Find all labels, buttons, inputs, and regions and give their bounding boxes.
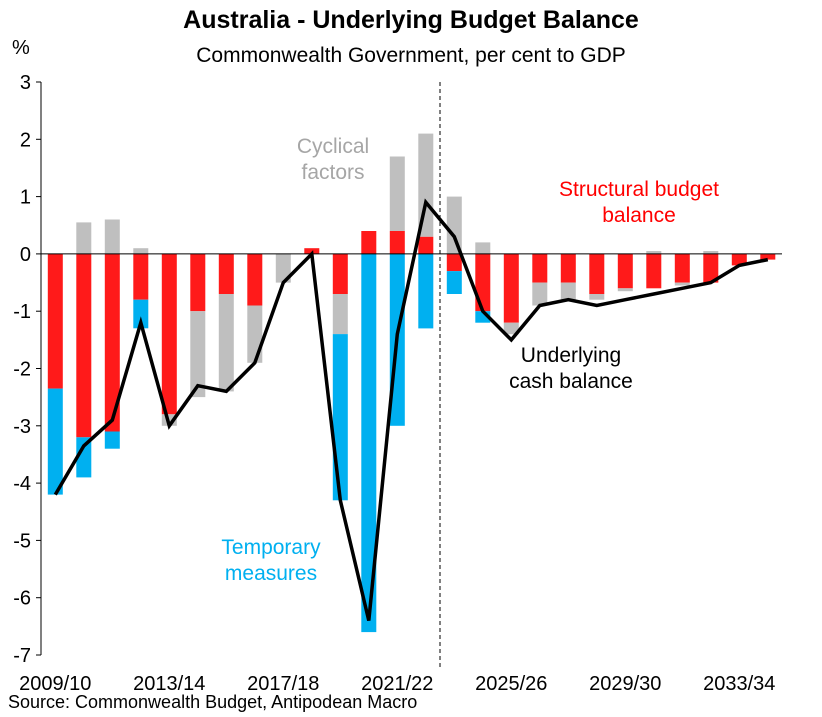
bar-cyclical-factors-18 [560, 282, 576, 300]
chart-subtitle: Commonwealth Government, per cent to GDP [196, 44, 626, 67]
bar-structural-budget-balance-17 [532, 253, 548, 283]
y-tick-label--4: -4 [13, 473, 31, 495]
bar-cyclical-factors-3 [133, 248, 149, 254]
bar-cyclical-factors-13 [418, 133, 434, 237]
bar-structural-budget-balance-20 [617, 253, 633, 289]
bar-cyclical-factors-14 [446, 196, 462, 254]
y-tick-label-2: 2 [20, 129, 31, 151]
annotation-temporary-measures: Temporary measures [221, 536, 321, 585]
x-tick-label-2021-22: 2021/22 [361, 673, 433, 695]
bar-cyclical-factors-12 [389, 156, 405, 231]
bar-structural-budget-balance-1 [76, 253, 92, 438]
source-note: Source: Commonwealth Budget, Antipodean … [8, 692, 418, 712]
axes-layer: 3 2 1 0 -1 -2 -3 -4 -5 -6 -7% 2009/10 2013/14 2017/18… [12, 37, 782, 695]
y-axis-unit-label: % [12, 37, 30, 59]
bar-cyclical-factors-20 [617, 288, 633, 292]
bar-cyclical-factors-15 [475, 242, 491, 254]
bar-structural-budget-balance-7 [247, 253, 263, 306]
bar-temporary-measures-13 [418, 253, 434, 329]
line-layer [53, 198, 769, 622]
y-tick-label--7: -7 [13, 645, 31, 667]
y-tick-label--1: -1 [13, 301, 31, 323]
x-tick-label-2025-26: 2025/26 [475, 673, 547, 695]
bar-structural-budget-balance-0 [47, 253, 63, 389]
annotation-cyclical-factors-line-1: factors [301, 161, 364, 184]
bar-cyclical-factors-21 [646, 251, 662, 254]
annotation-structural-budget-balance-line-1: balance [602, 204, 676, 227]
x-tick-label-2009-10: 2009/10 [19, 673, 91, 695]
annotation-underlying-cash-balance: Underlying cash balance [509, 344, 633, 393]
bar-structural-budget-balance-11 [361, 231, 377, 254]
bar-cyclical-factors-7 [247, 305, 263, 363]
bar-temporary-measures-10 [332, 334, 348, 501]
bar-structural-budget-balance-2 [104, 253, 120, 432]
bar-cyclical-factors-16 [503, 322, 519, 335]
bar-structural-budget-balance-21 [646, 253, 662, 289]
annotation-structural-budget-balance: Structural budget balance [559, 178, 719, 227]
bar-temporary-measures-14 [446, 271, 462, 294]
bar-structural-budget-balance-22 [674, 253, 690, 283]
x-tick-label-2013-14: 2013/14 [133, 673, 205, 695]
annotation-underlying-cash-balance-line-0: Underlying [521, 344, 621, 367]
bar-cyclical-factors-19 [589, 294, 605, 300]
bar-structural-budget-balance-19 [589, 253, 605, 294]
bar-temporary-measures-11 [361, 253, 377, 633]
annotation-temporary-measures-line-1: measures [225, 562, 317, 585]
bar-structural-budget-balance-13 [418, 236, 434, 254]
chart-title: Australia - Underlying Budget Balance [183, 6, 639, 34]
bar-temporary-measures-15 [475, 311, 491, 323]
bar-structural-budget-balance-24 [731, 253, 747, 266]
y-tick-label--6: -6 [13, 588, 31, 610]
bar-cyclical-factors-1 [76, 222, 92, 254]
label-layer: Cyclical factors Structural budget balance U… [221, 135, 719, 585]
bar-structural-budget-balance-6 [218, 253, 234, 294]
annotation-underlying-cash-balance-line-1: cash balance [509, 370, 633, 393]
y-tick-label--2: -2 [13, 359, 31, 381]
bar-structural-budget-balance-3 [133, 253, 149, 300]
bar-structural-budget-balance-12 [389, 231, 405, 254]
bar-cyclical-factors-5 [190, 311, 206, 398]
annotation-cyclical-factors-line-0: Cyclical [297, 135, 369, 158]
bar-cyclical-factors-23 [703, 251, 719, 254]
bar-structural-budget-balance-18 [560, 253, 576, 283]
bar-cyclical-factors-6 [218, 294, 234, 392]
bar-structural-budget-balance-4 [161, 253, 177, 415]
bar-structural-budget-balance-23 [703, 253, 719, 283]
y-tick-label--5: -5 [13, 530, 31, 552]
x-tick-label-2029-30: 2029/30 [589, 673, 661, 695]
bar-structural-budget-balance-5 [190, 253, 206, 312]
bar-structural-budget-balance-16 [503, 253, 519, 323]
x-tick-label-2017-18: 2017/18 [247, 673, 319, 695]
bar-cyclical-factors-17 [532, 282, 548, 306]
y-tick-label-1: 1 [20, 187, 31, 209]
bar-cyclical-factors-22 [674, 282, 690, 286]
annotation-temporary-measures-line-0: Temporary [221, 536, 321, 559]
bar-structural-budget-balance-10 [332, 253, 348, 294]
line-underlying-cash-balance [53, 198, 769, 622]
bar-structural-budget-balance-9 [304, 248, 320, 254]
bar-structural-budget-balance-25 [760, 253, 776, 260]
y-tick-label-0: 0 [20, 244, 31, 266]
annotation-cyclical-factors: Cyclical factors [297, 135, 369, 184]
bar-temporary-measures-3 [133, 299, 149, 329]
bar-structural-budget-balance-15 [475, 253, 491, 312]
bar-structural-budget-balance-14 [446, 253, 462, 272]
y-tick-label-3: 3 [20, 72, 31, 94]
y-tick-label--3: -3 [13, 416, 31, 438]
bar-cyclical-factors-10 [332, 294, 348, 335]
annotation-structural-budget-balance-line-0: Structural budget [559, 178, 719, 201]
bar-cyclical-factors-8 [275, 253, 291, 283]
x-tick-label-2033-34: 2033/34 [703, 673, 775, 695]
bar-temporary-measures-1 [76, 437, 92, 478]
bar-temporary-measures-0 [47, 388, 63, 495]
bar-cyclical-factors-2 [104, 219, 120, 254]
bar-temporary-measures-2 [104, 431, 120, 449]
